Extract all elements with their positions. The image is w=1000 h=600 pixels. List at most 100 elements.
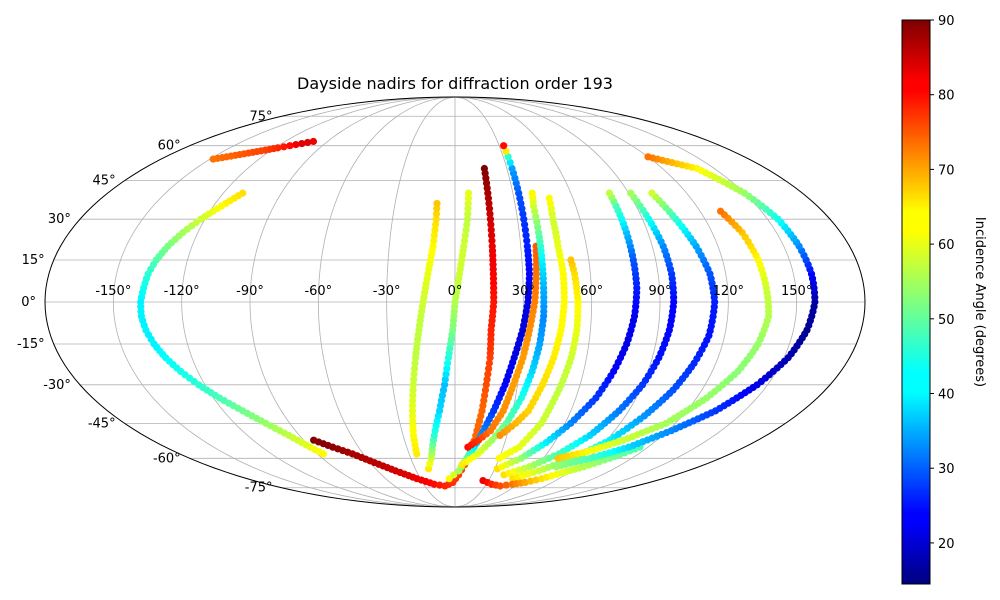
- data-point: [502, 481, 510, 489]
- data-point: [436, 481, 444, 489]
- lat-tick-label: 45°: [93, 174, 116, 189]
- data-point: [409, 396, 417, 405]
- data-point: [429, 242, 437, 250]
- data-point: [488, 237, 496, 245]
- data-point: [461, 231, 469, 239]
- data-point: [486, 210, 494, 218]
- data-point: [487, 226, 495, 234]
- data-point: [286, 142, 294, 150]
- data-point: [430, 480, 438, 488]
- colorbar-tick-label: 90: [938, 14, 955, 29]
- data-point: [462, 226, 470, 234]
- data-point: [432, 215, 440, 223]
- colorbar-tick-label: 30: [938, 462, 955, 477]
- data-point: [410, 370, 418, 378]
- data-point: [644, 153, 652, 161]
- data-point: [430, 231, 438, 239]
- data-point: [488, 242, 496, 250]
- data-point: [430, 237, 438, 245]
- data-point: [450, 471, 458, 479]
- lat-tick-label: -45°: [88, 416, 116, 431]
- data-point: [432, 220, 440, 229]
- data-point: [464, 205, 472, 213]
- data-point: [532, 476, 540, 484]
- data-point: [545, 194, 553, 202]
- data-point: [408, 402, 417, 410]
- lat-tick-label: 15°: [22, 253, 45, 268]
- lat-tick-label: -75°: [245, 481, 273, 496]
- data-point: [485, 205, 494, 213]
- lon-tick-label: -90°: [236, 284, 264, 299]
- data-point: [508, 164, 516, 173]
- data-point: [506, 159, 514, 167]
- lon-tick-label: 0°: [448, 284, 463, 299]
- data-point: [463, 220, 471, 229]
- colorbar-ticks: 20 30 40 50 60 70 80 90: [930, 14, 955, 552]
- colorbar-tick-label: 70: [938, 163, 955, 178]
- lat-tick-label: -30°: [43, 378, 71, 393]
- data-point: [523, 237, 531, 245]
- data-point: [304, 138, 312, 147]
- data-point: [463, 215, 472, 223]
- colorbar: 20 30 40 50 60 70 80 90 Incidence Angle (degree…: [901, 14, 987, 585]
- data-point: [522, 231, 530, 239]
- data-point: [444, 359, 452, 367]
- data-point: [496, 482, 504, 490]
- data-point: [464, 199, 472, 208]
- data-point: [504, 153, 512, 161]
- data-point: [481, 386, 490, 394]
- data-point: [534, 229, 543, 237]
- data-point: [280, 143, 288, 151]
- data-point: [485, 359, 493, 367]
- data-point: [502, 147, 510, 155]
- data-point: [443, 365, 451, 373]
- data-point: [408, 407, 417, 415]
- lon-tick-label: -30°: [373, 284, 401, 299]
- data-point: [209, 155, 217, 163]
- data-point: [409, 391, 417, 399]
- data-point: [520, 215, 528, 223]
- data-point: [500, 142, 508, 150]
- data-point: [440, 381, 449, 389]
- lon-tick-label: 150°: [781, 284, 812, 299]
- data-point: [319, 450, 328, 458]
- data-point: [520, 220, 529, 229]
- data-point: [309, 137, 318, 146]
- lat-tick-label: 30°: [48, 212, 71, 227]
- colorbar-tick-label: 40: [938, 388, 955, 403]
- data-point: [409, 386, 417, 394]
- data-point: [523, 242, 531, 250]
- colorbar-tick-label: 20: [938, 537, 955, 552]
- scatter-points: [137, 137, 819, 490]
- data-point: [485, 365, 493, 373]
- lat-tick-label: 60°: [158, 139, 181, 154]
- lat-tick-label: -60°: [153, 451, 181, 466]
- lon-tick-label: 120°: [713, 284, 744, 299]
- colorbar-tick-label: 80: [938, 89, 955, 104]
- data-point: [482, 381, 490, 389]
- lat-tick-label: -15°: [17, 337, 45, 352]
- axis-tick-labels: -150° -120° -90° -60° -30° 0° 30° 60° 90° 120° 150…: [17, 109, 812, 495]
- data-point: [521, 226, 529, 234]
- lon-tick-label: 30°: [512, 284, 535, 299]
- data-point: [408, 412, 417, 420]
- data-point: [533, 218, 541, 226]
- lon-tick-label: -60°: [304, 284, 332, 299]
- lon-tick-label: -120°: [164, 284, 200, 299]
- data-point: [648, 189, 656, 197]
- data-point: [441, 375, 449, 384]
- data-point: [529, 468, 538, 477]
- data-point: [460, 237, 469, 245]
- data-point: [483, 375, 491, 384]
- map-boundary: [44, 96, 866, 508]
- data-point: [433, 205, 441, 213]
- data-point: [411, 359, 419, 367]
- data-point: [484, 370, 492, 378]
- data-point: [433, 199, 441, 208]
- data-point: [410, 365, 419, 373]
- data-point: [627, 189, 635, 197]
- data-point: [464, 194, 472, 202]
- data-point: [460, 242, 468, 250]
- colorbar-tick-label: 60: [938, 238, 955, 253]
